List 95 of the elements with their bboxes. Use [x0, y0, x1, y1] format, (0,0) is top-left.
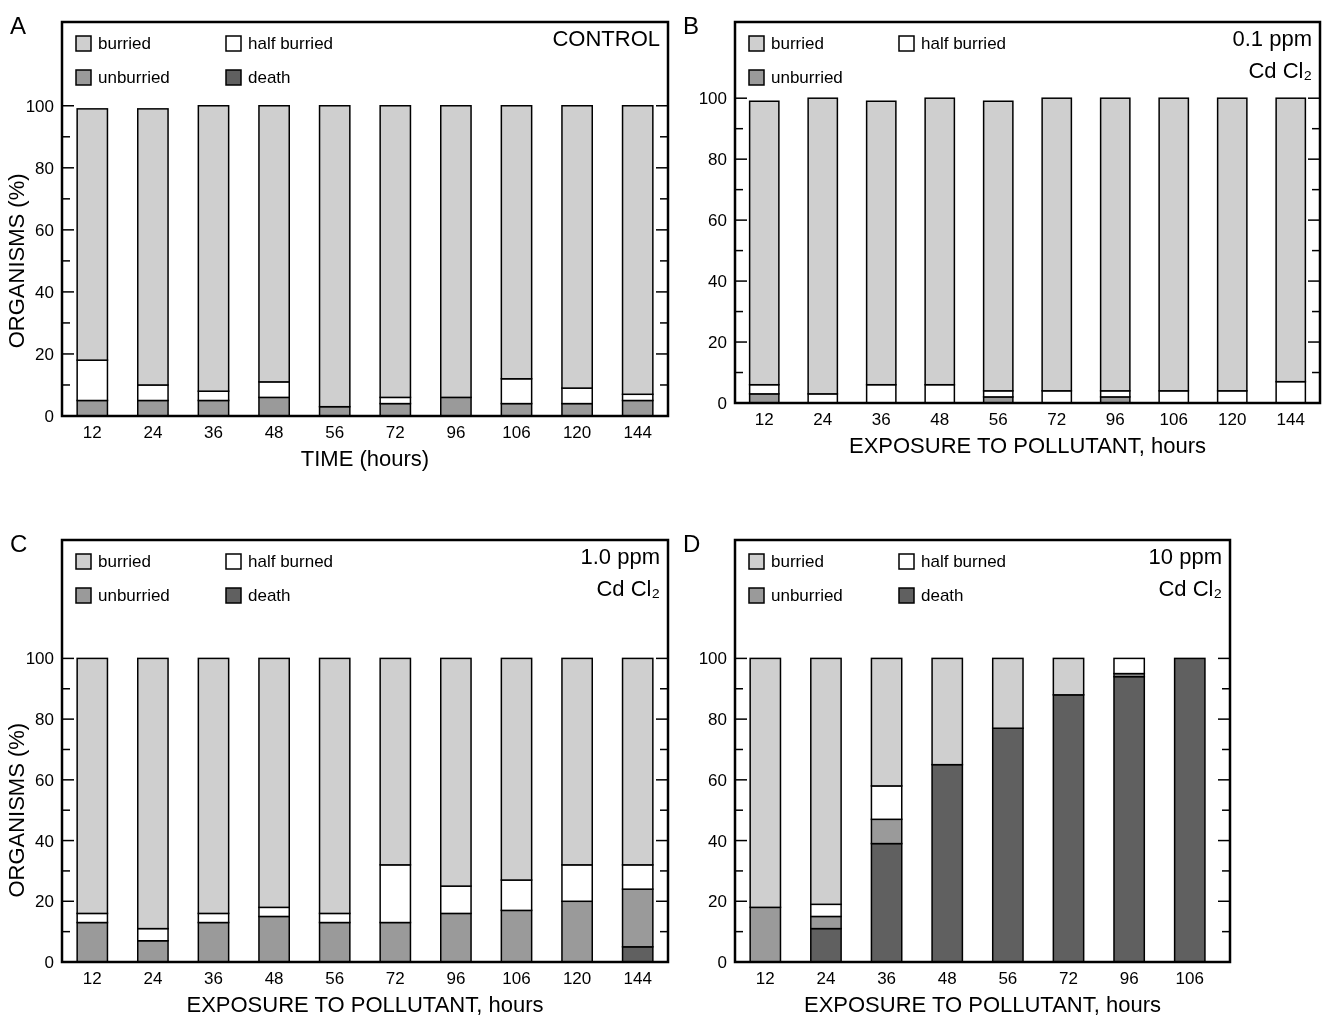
y-tick-label: 100	[698, 649, 727, 669]
y-tick-label: 40	[35, 282, 54, 302]
x-tick-label: 120	[1218, 410, 1247, 429]
bar	[1113, 657, 1146, 675]
x-tick-label: 96	[446, 969, 466, 988]
x-tick-label: 36	[871, 410, 891, 429]
legend-label: half burned	[921, 552, 1007, 571]
y-tick-label: 80	[708, 710, 727, 730]
y-tick-label: 0	[717, 952, 727, 972]
legend-label: half burned	[248, 552, 334, 571]
y-tick-label: 40	[708, 831, 727, 851]
annotation: Cd Cl₂	[1158, 576, 1222, 601]
x-tick-label: 36	[204, 423, 223, 442]
y-tick-label: 60	[35, 770, 54, 790]
annotation: 0.1 ppm	[1232, 26, 1312, 51]
x-axis-title: EXPOSURE TO POLLUTANT, hours	[803, 992, 1162, 1017]
chart-title: B	[683, 12, 700, 39]
x-tick-label: 96	[446, 423, 466, 442]
legend-label: death	[248, 586, 291, 605]
y-tick-label: 20	[708, 332, 727, 352]
chart-title: A	[10, 12, 27, 39]
legend-label: burried	[771, 34, 824, 53]
x-tick-label: 12	[754, 410, 774, 429]
legend-label: burried	[98, 552, 151, 571]
y-tick-label: 80	[35, 710, 54, 730]
y-axis-title: ORGANISMS (%)	[4, 722, 29, 898]
y-tick-label: 0	[44, 406, 54, 426]
y-tick-label: 40	[708, 272, 727, 292]
x-tick-label: 56	[998, 969, 1018, 988]
annotation: Cd Cl₂	[596, 576, 660, 601]
x-tick-label: 144	[1276, 410, 1305, 429]
x-tick-label: 36	[877, 969, 897, 988]
x-tick-label: 56	[988, 410, 1008, 429]
y-tick-label: 20	[708, 892, 727, 912]
legend-label: unburried	[771, 68, 843, 87]
x-tick-label: 72	[385, 423, 405, 442]
x-tick-label: 96	[1119, 969, 1139, 988]
y-tick-label: 0	[717, 393, 727, 413]
y-tick-label: 60	[708, 770, 727, 790]
x-axis-title: TIME (hours)	[300, 446, 430, 471]
legend-label: half burried	[921, 34, 1007, 53]
annotation: Cd Cl₂	[1248, 58, 1312, 83]
chart-title: C	[10, 530, 28, 557]
x-axis-title: EXPOSURE TO POLLUTANT, hours	[848, 433, 1207, 458]
y-tick-label: 20	[35, 344, 54, 364]
x-tick-label: 24	[816, 969, 836, 988]
x-axis-title: EXPOSURE TO POLLUTANT, hours	[186, 992, 544, 1017]
x-tick-label: 72	[1047, 410, 1067, 429]
y-tick-label: 20	[35, 892, 54, 912]
y-tick-label: 100	[698, 89, 727, 109]
x-tick-label: 72	[385, 969, 405, 988]
legend-label: half burried	[248, 34, 334, 53]
x-tick-label: 48	[930, 410, 950, 429]
x-tick-label: 56	[325, 423, 345, 442]
x-tick-label: 106	[502, 969, 531, 988]
x-tick-label: 12	[82, 423, 102, 442]
x-tick-label: 36	[204, 969, 223, 988]
legend-label: death	[248, 68, 291, 87]
legend-label: unburried	[98, 68, 170, 87]
x-tick-label: 144	[623, 969, 652, 988]
x-tick-label: 48	[264, 423, 284, 442]
legend-label: death	[921, 586, 964, 605]
y-tick-label: 40	[35, 831, 54, 851]
x-tick-label: 120	[562, 423, 592, 442]
y-tick-label: 80	[35, 158, 54, 178]
y-tick-label: 100	[25, 649, 54, 669]
y-tick-label: 60	[35, 220, 54, 240]
x-tick-label: 106	[1159, 410, 1188, 429]
x-tick-label: 106	[502, 423, 531, 442]
x-tick-label: 106	[1175, 969, 1204, 988]
x-tick-label: 24	[143, 423, 163, 442]
chart-title: D	[683, 530, 701, 557]
legend-label: unburried	[771, 586, 843, 605]
y-tick-label: 80	[708, 150, 727, 170]
x-tick-label: 24	[143, 969, 163, 988]
annotation: 10 ppm	[1148, 544, 1222, 569]
y-tick-label: 0	[44, 952, 54, 972]
annotation: CONTROL	[552, 26, 660, 51]
x-tick-label: 24	[813, 410, 833, 429]
x-tick-label: 48	[264, 969, 284, 988]
legend-label: unburried	[98, 586, 170, 605]
x-tick-label: 120	[562, 969, 592, 988]
x-tick-label: 144	[623, 423, 652, 442]
legend-label: burried	[771, 552, 824, 571]
x-tick-label: 12	[82, 969, 102, 988]
x-tick-label: 48	[937, 969, 957, 988]
annotation: 1.0 ppm	[580, 544, 660, 569]
y-tick-label: 60	[708, 211, 727, 231]
x-tick-label: 56	[325, 969, 345, 988]
x-tick-label: 12	[755, 969, 775, 988]
legend-label: burried	[98, 34, 151, 53]
x-tick-label: 96	[1105, 410, 1125, 429]
x-tick-label: 72	[1059, 969, 1078, 988]
y-axis-title: ORGANISMS (%)	[4, 173, 29, 349]
y-tick-label: 100	[25, 96, 54, 116]
